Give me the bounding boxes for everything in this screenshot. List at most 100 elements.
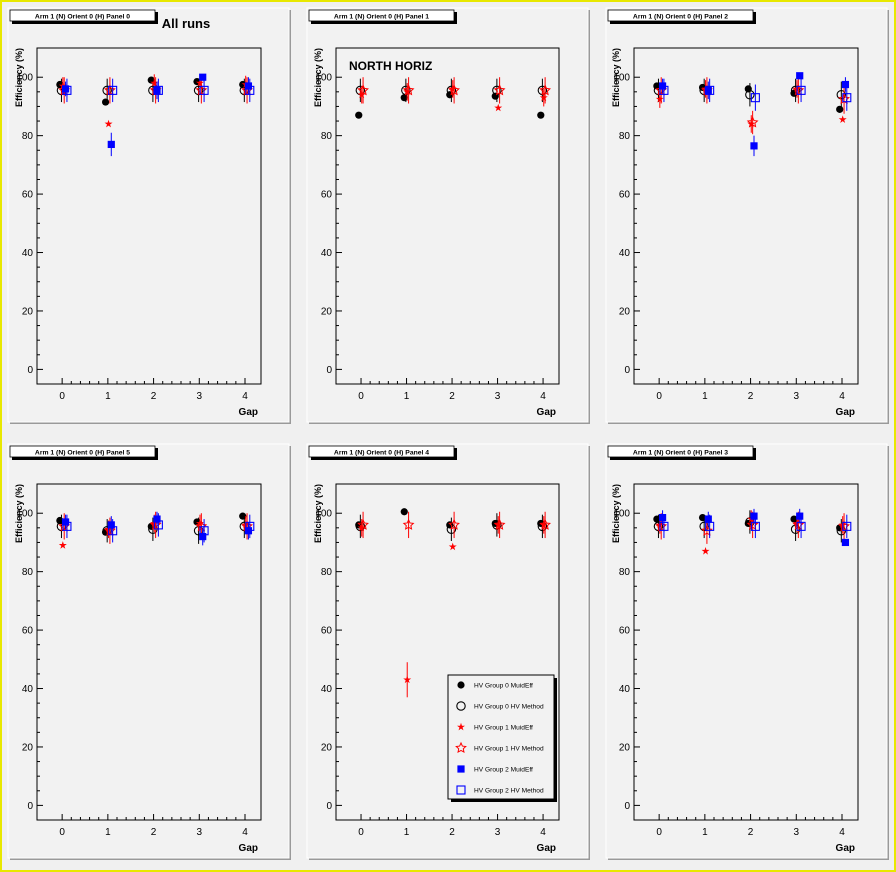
data-point	[796, 512, 804, 520]
y-tick-label: 20	[619, 306, 631, 317]
data-point	[107, 521, 115, 529]
x-tick-label: 3	[197, 391, 203, 402]
data-point	[701, 524, 713, 536]
x-tick-label: 2	[151, 391, 157, 402]
series-5	[659, 514, 852, 539]
panel-title: Arm 1 (N) Orient 0 (H) Panel 5	[35, 450, 130, 457]
title-box	[9, 445, 156, 458]
data-point	[153, 515, 161, 523]
y-tick-label: 60	[321, 190, 333, 201]
data-point	[494, 520, 503, 529]
legend-marker-3	[455, 741, 467, 754]
panel-title: Arm 1 (N) Orient 0 (H) Panel 3	[633, 450, 728, 457]
data-point	[841, 80, 850, 89]
data-point	[539, 93, 548, 102]
legend-entry-label: HV Group 2 HV Method	[474, 788, 544, 795]
data-point	[104, 119, 113, 128]
x-tick-label: 4	[242, 391, 248, 402]
data-point	[104, 524, 116, 536]
data-point	[658, 514, 667, 522]
data-point	[659, 521, 669, 531]
x-tick-label: 4	[540, 827, 546, 838]
x-tick-label: 3	[197, 827, 203, 838]
y-tick-label: 80	[22, 567, 34, 578]
y-tick-label: 20	[321, 306, 333, 317]
y-tick-label: 0	[27, 801, 33, 812]
data-point	[149, 518, 162, 530]
x-tick-label: 2	[748, 827, 754, 838]
y-tick-label: 80	[619, 131, 631, 142]
y-tick-label: 100	[315, 73, 332, 84]
data-point	[537, 111, 545, 119]
data-point	[107, 140, 115, 149]
y-tick-label: 20	[22, 742, 34, 753]
y-tick-label: 80	[619, 567, 631, 578]
x-tick-label: 4	[839, 827, 845, 838]
data-point	[493, 84, 506, 96]
x-tick-label: 2	[449, 391, 455, 402]
data-point	[62, 85, 72, 95]
x-tick-label: 0	[656, 391, 662, 402]
data-point	[108, 85, 118, 95]
x-tick-label: 1	[702, 391, 708, 402]
x-tick-label: 3	[495, 391, 501, 402]
data-point	[842, 521, 852, 531]
data-point	[357, 523, 366, 532]
y-tick-label: 0	[326, 801, 332, 812]
y-tick-label: 60	[22, 626, 34, 637]
x-axis-label: Gap	[836, 843, 855, 854]
data-point	[841, 538, 850, 547]
panel-title: Arm 1 (N) Orient 0 (H) Panel 0	[35, 14, 130, 21]
data-point	[792, 518, 805, 530]
y-tick-label: 0	[624, 801, 630, 812]
legend-entry-label: HV Group 0 HV Method	[474, 704, 544, 711]
legend-entry-label: HV Group 0 MuidEff	[474, 683, 533, 690]
plot-area	[633, 483, 859, 821]
data-point	[539, 520, 548, 529]
x-tick-label: 4	[242, 827, 248, 838]
y-axis-label: Efficiency (%)	[313, 48, 323, 107]
y-tick-label: 40	[619, 684, 631, 695]
chart-panel-1: Arm 1 (N) Orient 0 (H) Panel 10204060801…	[306, 7, 590, 424]
y-tick-label: 100	[613, 509, 630, 520]
x-tick-label: 1	[105, 391, 111, 402]
north-horiz-label: NORTH HORIZ	[349, 59, 432, 73]
chart-panel-0: Arm 1 (N) Orient 0 (H) Panel 00204060801…	[7, 7, 291, 424]
data-point	[747, 119, 756, 128]
data-point	[199, 532, 207, 541]
panel-title: Arm 1 (N) Orient 0 (H) Panel 4	[334, 450, 429, 457]
y-tick-label: 100	[16, 73, 33, 84]
data-point	[705, 85, 715, 95]
data-point	[796, 521, 806, 531]
data-point	[842, 93, 852, 103]
y-tick-label: 40	[22, 248, 34, 259]
x-tick-label: 4	[540, 391, 546, 402]
data-point	[357, 518, 369, 530]
data-point	[357, 84, 369, 96]
x-tick-label: 2	[151, 827, 157, 838]
x-tick-label: 3	[495, 827, 501, 838]
data-point	[838, 115, 847, 123]
data-point	[448, 84, 460, 96]
data-point	[539, 518, 552, 530]
y-tick-label: 0	[27, 365, 33, 376]
y-tick-label: 20	[22, 306, 34, 317]
legend-marker-2	[457, 722, 465, 731]
y-tick-label: 80	[321, 131, 333, 142]
series-4	[658, 508, 850, 547]
y-tick-label: 40	[619, 248, 631, 259]
data-point	[199, 73, 207, 81]
y-tick-label: 100	[16, 509, 33, 520]
y-axis-label: Efficiency (%)	[611, 48, 621, 107]
data-point	[195, 84, 208, 96]
data-point	[108, 526, 118, 536]
legend: HV Group 0 MuidEff HV Group 0 HV Method HV…	[447, 674, 557, 802]
x-tick-label: 2	[748, 391, 754, 402]
data-point	[355, 521, 366, 532]
data-point	[750, 521, 760, 531]
x-axis-label: Gap	[537, 843, 556, 854]
y-tick-label: 40	[321, 248, 333, 259]
data-point	[150, 78, 159, 87]
legend-entry-label: HV Group 1 MuidEff	[474, 725, 533, 732]
